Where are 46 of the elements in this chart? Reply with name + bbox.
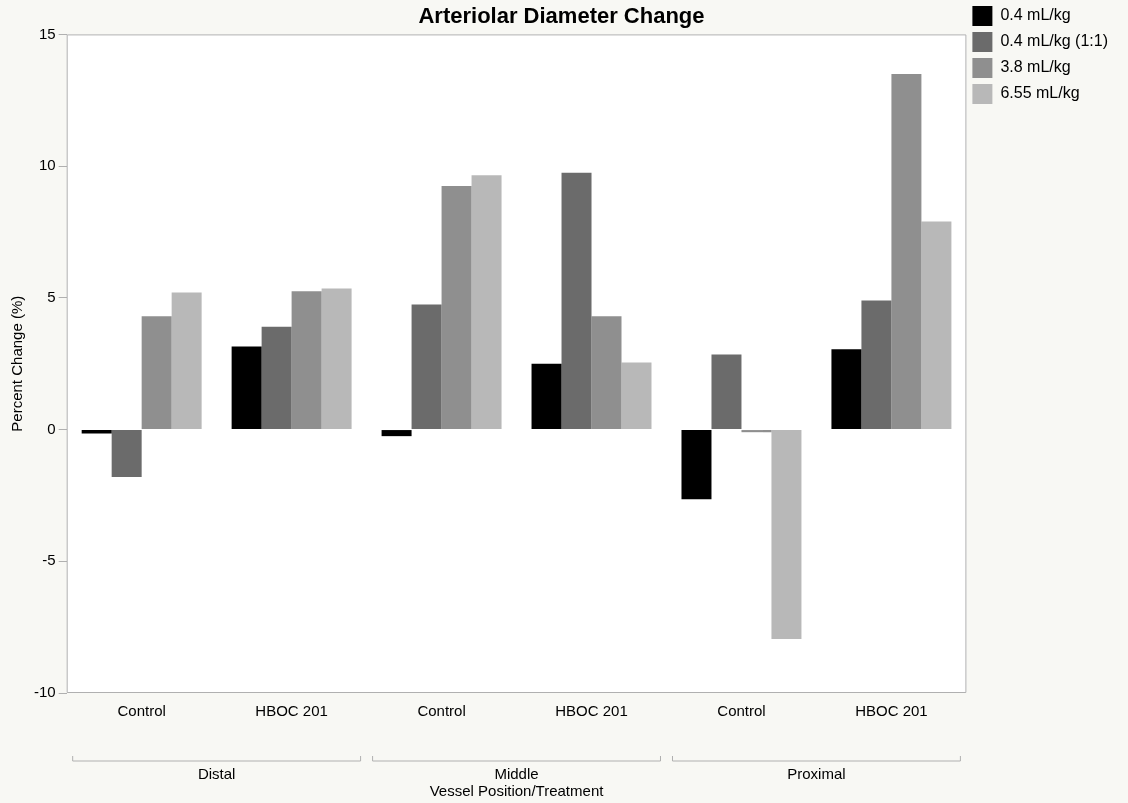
bar	[171, 292, 202, 430]
bar	[711, 354, 742, 430]
bar	[861, 300, 892, 430]
bar	[291, 291, 322, 430]
y-axis-title: Percent Change (%)	[8, 295, 26, 432]
y-tick-label: 15	[38, 24, 56, 42]
legend-label: 0.4 mL/kg	[1000, 6, 1071, 24]
x-tick-label: HBOC 201	[555, 702, 628, 720]
y-tick-label: 10	[38, 156, 56, 174]
bar	[381, 430, 412, 437]
bar	[111, 430, 142, 477]
bar	[771, 430, 802, 639]
y-tick-label: 5	[47, 287, 56, 305]
bar	[891, 73, 922, 430]
x-tick-label: Control	[717, 702, 766, 720]
legend-label: 6.55 mL/kg	[1000, 84, 1080, 102]
text: Proximal	[787, 764, 846, 782]
legend-label: 3.8 mL/kg	[1000, 58, 1071, 76]
x-tick-label: HBOC 201	[255, 702, 328, 720]
bar	[531, 363, 562, 430]
x-axis-title: Vessel Position/Treatment	[429, 782, 605, 800]
chart-title: Arteriolar Diameter Change	[418, 3, 705, 29]
y-tick-label: -10	[33, 683, 56, 701]
bar	[141, 316, 172, 430]
bar	[921, 221, 952, 430]
text: Middle	[494, 764, 539, 782]
bar	[831, 349, 862, 430]
bar	[441, 185, 472, 430]
bar	[471, 175, 502, 430]
bar	[741, 430, 772, 433]
bar	[321, 288, 352, 430]
bar	[261, 326, 292, 430]
y-tick-label: 0	[47, 419, 56, 437]
bar	[561, 172, 592, 430]
text: Distal	[197, 764, 236, 782]
bar	[621, 362, 652, 430]
bar	[81, 430, 112, 434]
legend-label: 0.4 mL/kg (1:1)	[1000, 32, 1109, 50]
bar	[231, 346, 262, 430]
x-tick-label: Control	[117, 702, 166, 720]
x-tick-label: HBOC 201	[855, 702, 928, 720]
y-tick-label: -5	[42, 551, 56, 569]
x-tick-label: Control	[417, 702, 466, 720]
bar	[591, 316, 622, 430]
bar	[411, 304, 442, 430]
bar	[681, 430, 712, 500]
